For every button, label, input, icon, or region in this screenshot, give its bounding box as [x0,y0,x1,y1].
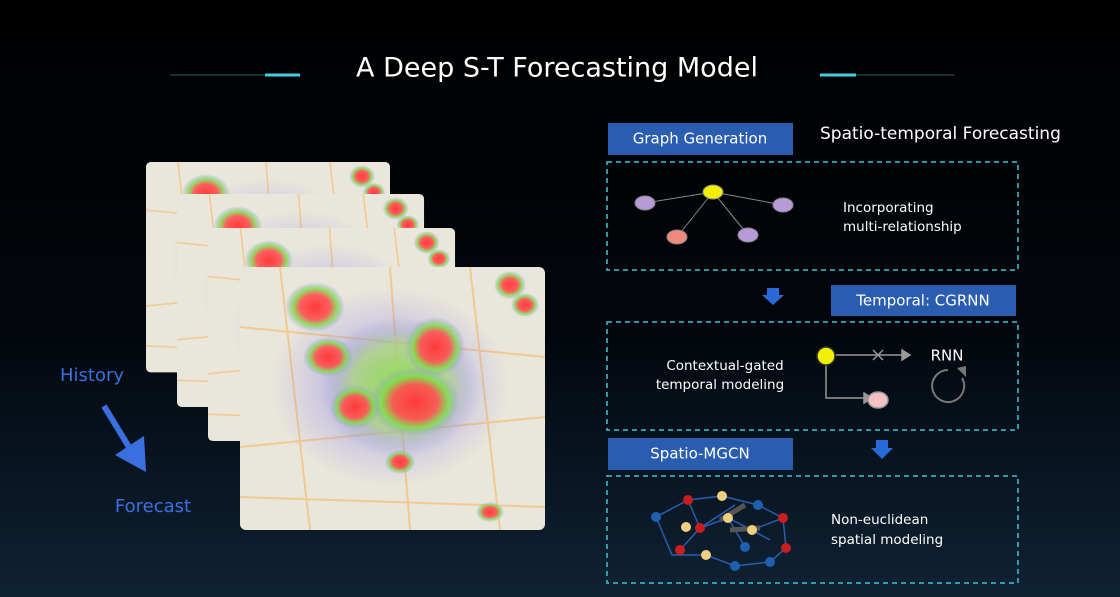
box [606,161,1019,271]
rnn-icon [816,346,966,409]
box-text: spatial modeling [831,532,943,548]
subtitle: Spatio-temporal Forecasting [820,124,1061,144]
rnn-label: RNN [931,347,964,365]
network-icon [651,491,791,571]
graph-generation-button [608,123,793,155]
spatio-label: Spatio-MGCN [650,445,749,463]
graph-generation-label: Graph Generation [633,130,767,148]
graph-icon [634,184,794,245]
box-text: Non-euclidean [831,512,928,528]
history-arrow [101,404,146,472]
temporal-button [831,285,1016,316]
title: A Deep S-T Forecasting Model [356,53,758,84]
arrow-down [762,288,784,305]
forecast-label: Forecast [115,496,191,517]
box [606,321,1019,431]
spatio-button [608,438,793,470]
history-label: History [60,365,124,386]
box [606,475,1019,584]
box-text: multi-relationship [843,219,962,235]
box-text: Contextual-gated [666,358,783,374]
box-text: temporal modeling [656,377,784,393]
arrow-down [871,440,893,459]
box-text: Incorporating [843,200,934,216]
temporal-label: Temporal: CGRNN [855,292,989,310]
